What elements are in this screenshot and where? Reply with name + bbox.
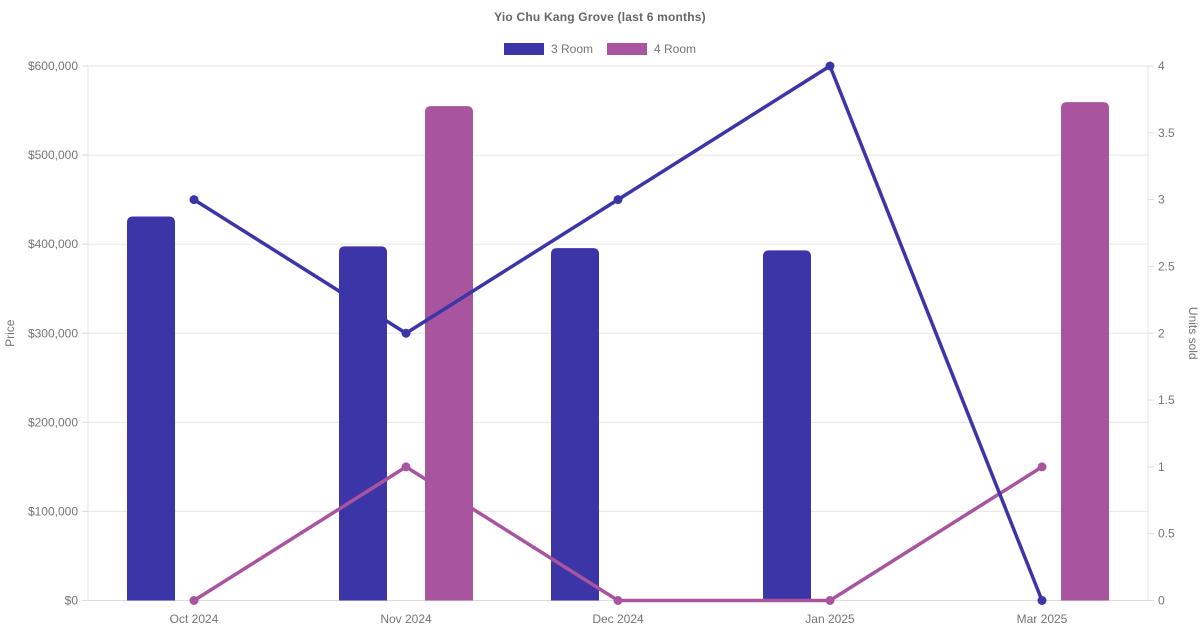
point-3-room-mar-2025[interactable] [1037,596,1047,605]
chart-title: Yio Chu Kang Grove (last 6 months) [494,10,706,24]
y-axis-right-tick-label: 4 [1158,59,1165,73]
line-4-room [193,465,1043,603]
legend-item-4-room[interactable]: 4 Room [607,42,696,56]
y-axis-right-tick-label: 2.5 [1158,259,1175,273]
x-axis-label-oct-2024: Oct 2024 [170,612,219,626]
x-axis-label-jan-2025: Jan 2025 [805,612,855,626]
y-axis-left-tick-label: $100,000 [28,504,78,518]
point-3-room-oct-2024[interactable] [189,195,199,205]
legend-item-3-room[interactable]: 3 Room [503,42,593,56]
y-axis-title-left: Price [3,319,17,347]
y-axis-right-tick-label: 1 [1158,460,1165,474]
legend-swatch-4-room [607,43,647,55]
x-axis-label-mar-2025: Mar 2025 [1017,612,1068,626]
y-axis-left-tick-label: $200,000 [28,415,78,429]
y-axis-right-tick-label: 1.5 [1158,393,1175,407]
chart-legend: 3 Room 4 Room [0,42,1200,56]
y-axis-left-tick-label: $600,000 [28,59,78,73]
point-3-room-dec-2024[interactable] [613,195,623,205]
y-axis-title-right: Units sold [1186,307,1200,360]
y-axis-right-tick-label: 3 [1158,193,1165,207]
y-axis-left-tick-label: $0 [65,594,79,608]
point-3-room-jan-2025[interactable] [825,61,835,71]
bar-3-room-nov-2024[interactable] [339,246,387,601]
bar-3-room-oct-2024[interactable] [127,216,175,601]
x-axis-label-dec-2024: Dec 2024 [592,612,644,626]
x-axis-label-nov-2024: Nov 2024 [380,612,432,626]
point-4-room-mar-2025[interactable] [1037,462,1047,472]
legend-label-4-room: 4 Room [654,42,697,56]
point-4-room-oct-2024[interactable] [189,596,199,605]
y-axis-left-tick-label: $500,000 [28,148,78,162]
y-axis-left-tick-label: $400,000 [28,237,78,251]
legend-swatch-3-room [503,43,544,55]
y-axis-right-tick-label: 3.5 [1158,126,1175,140]
point-4-room-dec-2024[interactable] [613,596,623,605]
point-4-room-nov-2024[interactable] [401,462,411,472]
point-3-room-nov-2024[interactable] [401,328,411,338]
point-4-room-jan-2025[interactable] [825,596,835,605]
bar-3-room-dec-2024[interactable] [551,248,599,601]
bar-4-room-mar-2025[interactable] [1061,102,1109,601]
bar-3-room-jan-2025[interactable] [763,250,811,601]
y-axis-right-tick-label: 0 [1158,594,1165,608]
y-axis-left-tick-label: $300,000 [28,326,78,340]
y-axis-right-tick-label: 0.5 [1158,527,1175,541]
legend-label-3-room: 3 Room [550,42,593,56]
y-axis-right-tick-label: 2 [1158,326,1165,340]
bar-4-room-nov-2024[interactable] [425,106,473,601]
